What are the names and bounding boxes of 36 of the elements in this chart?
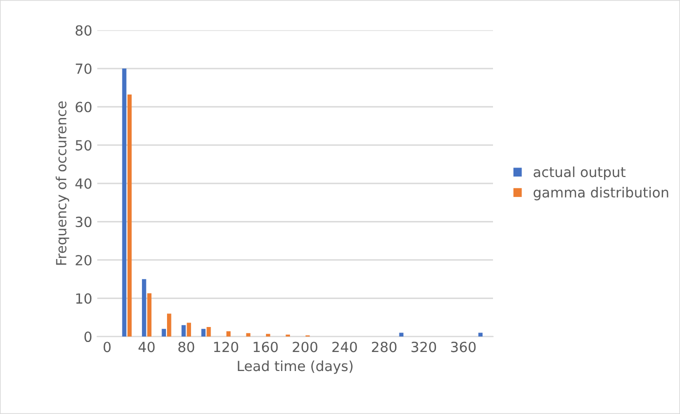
bar: [201, 328, 206, 337]
bar: [167, 314, 172, 337]
x-tick-label: 200: [292, 342, 318, 352]
x-tick-label: 240: [332, 342, 357, 352]
bar: [147, 293, 152, 337]
bar: [399, 332, 404, 337]
bar: [162, 328, 166, 337]
y-tick-label: 50: [76, 140, 92, 151]
y-tick-label: 20: [76, 254, 92, 266]
bar: [182, 325, 186, 337]
y-tick-label: 10: [76, 293, 92, 304]
bar: [122, 68, 126, 337]
x-tick-label: 80: [178, 342, 194, 352]
legend-label: gamma distribution: [534, 186, 668, 200]
bar: [206, 327, 211, 337]
x-tick-label: 320: [412, 342, 436, 352]
y-axis-title: Frequency of occurence: [56, 101, 70, 265]
x-tick-label: 160: [254, 342, 278, 352]
bar: [246, 333, 250, 337]
y-tick-label: 80: [76, 25, 92, 36]
y-tick-label: 70: [76, 63, 92, 74]
x-tick-label: 280: [372, 342, 396, 352]
y-tick-label: 30: [76, 216, 92, 228]
y-tick-label: 40: [75, 178, 92, 189]
x-tick-label: 40: [138, 342, 155, 352]
x-tick-label: 0: [104, 342, 111, 352]
x-axis-title: Lead time (days): [238, 360, 353, 374]
legend-label: actual output: [534, 166, 626, 180]
bar: [127, 94, 132, 337]
bar: [186, 322, 192, 337]
y-tick-label: 60: [76, 102, 92, 112]
x-tick-label: 360: [451, 342, 476, 352]
bar: [142, 279, 146, 337]
bar: [226, 331, 231, 337]
x-tick-label: 120: [214, 342, 238, 352]
y-tick-label: 0: [84, 332, 92, 342]
